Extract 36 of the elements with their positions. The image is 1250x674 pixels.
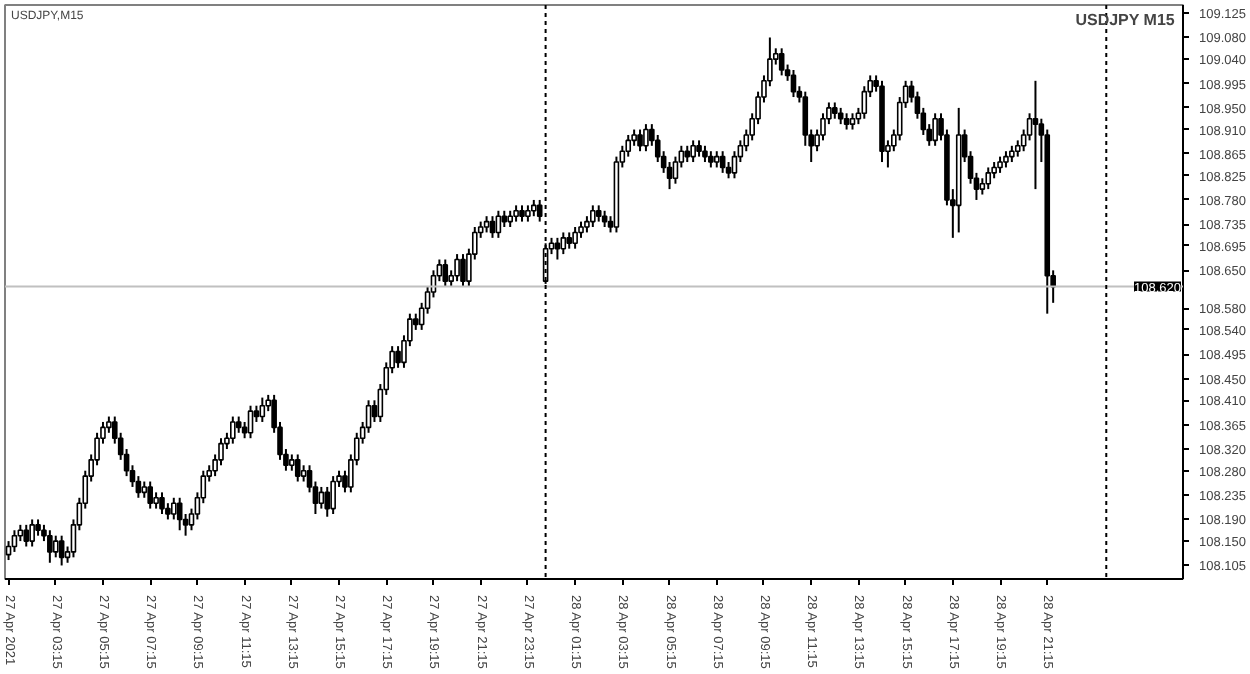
candlestick	[554, 236, 561, 261]
candlestick	[11, 529, 18, 553]
candlestick	[170, 496, 177, 521]
candlestick	[330, 475, 336, 516]
candlestick	[454, 253, 460, 283]
candlestick	[590, 204, 596, 229]
candlestick	[58, 534, 65, 567]
candlestick	[932, 112, 938, 147]
candlestick	[23, 523, 30, 548]
candlestick	[52, 534, 59, 559]
candlestick	[495, 209, 502, 239]
candlestick	[259, 396, 266, 423]
candlestick	[778, 47, 785, 77]
candlestick	[318, 485, 325, 510]
candlestick	[159, 491, 165, 516]
candlestick	[719, 150, 726, 174]
candlestick	[247, 404, 254, 440]
candlestick	[29, 518, 35, 548]
annotation: USDJPY M15	[1075, 11, 1176, 29]
candlestick	[985, 166, 992, 191]
candlestick	[442, 258, 449, 288]
candlestick	[230, 415, 236, 445]
candlestick	[147, 480, 153, 510]
candlestick	[643, 123, 649, 153]
candlestick	[294, 453, 301, 483]
candlestick	[572, 226, 578, 250]
candlestick	[1032, 79, 1039, 191]
candlestick	[637, 128, 643, 153]
candlestick	[47, 529, 53, 564]
candlestick	[395, 345, 401, 369]
candlestick	[324, 485, 331, 518]
candlestick	[460, 253, 466, 288]
candlestick	[560, 231, 567, 256]
candlestick	[176, 496, 183, 532]
candlestick	[489, 215, 496, 239]
candlestick	[690, 139, 696, 164]
